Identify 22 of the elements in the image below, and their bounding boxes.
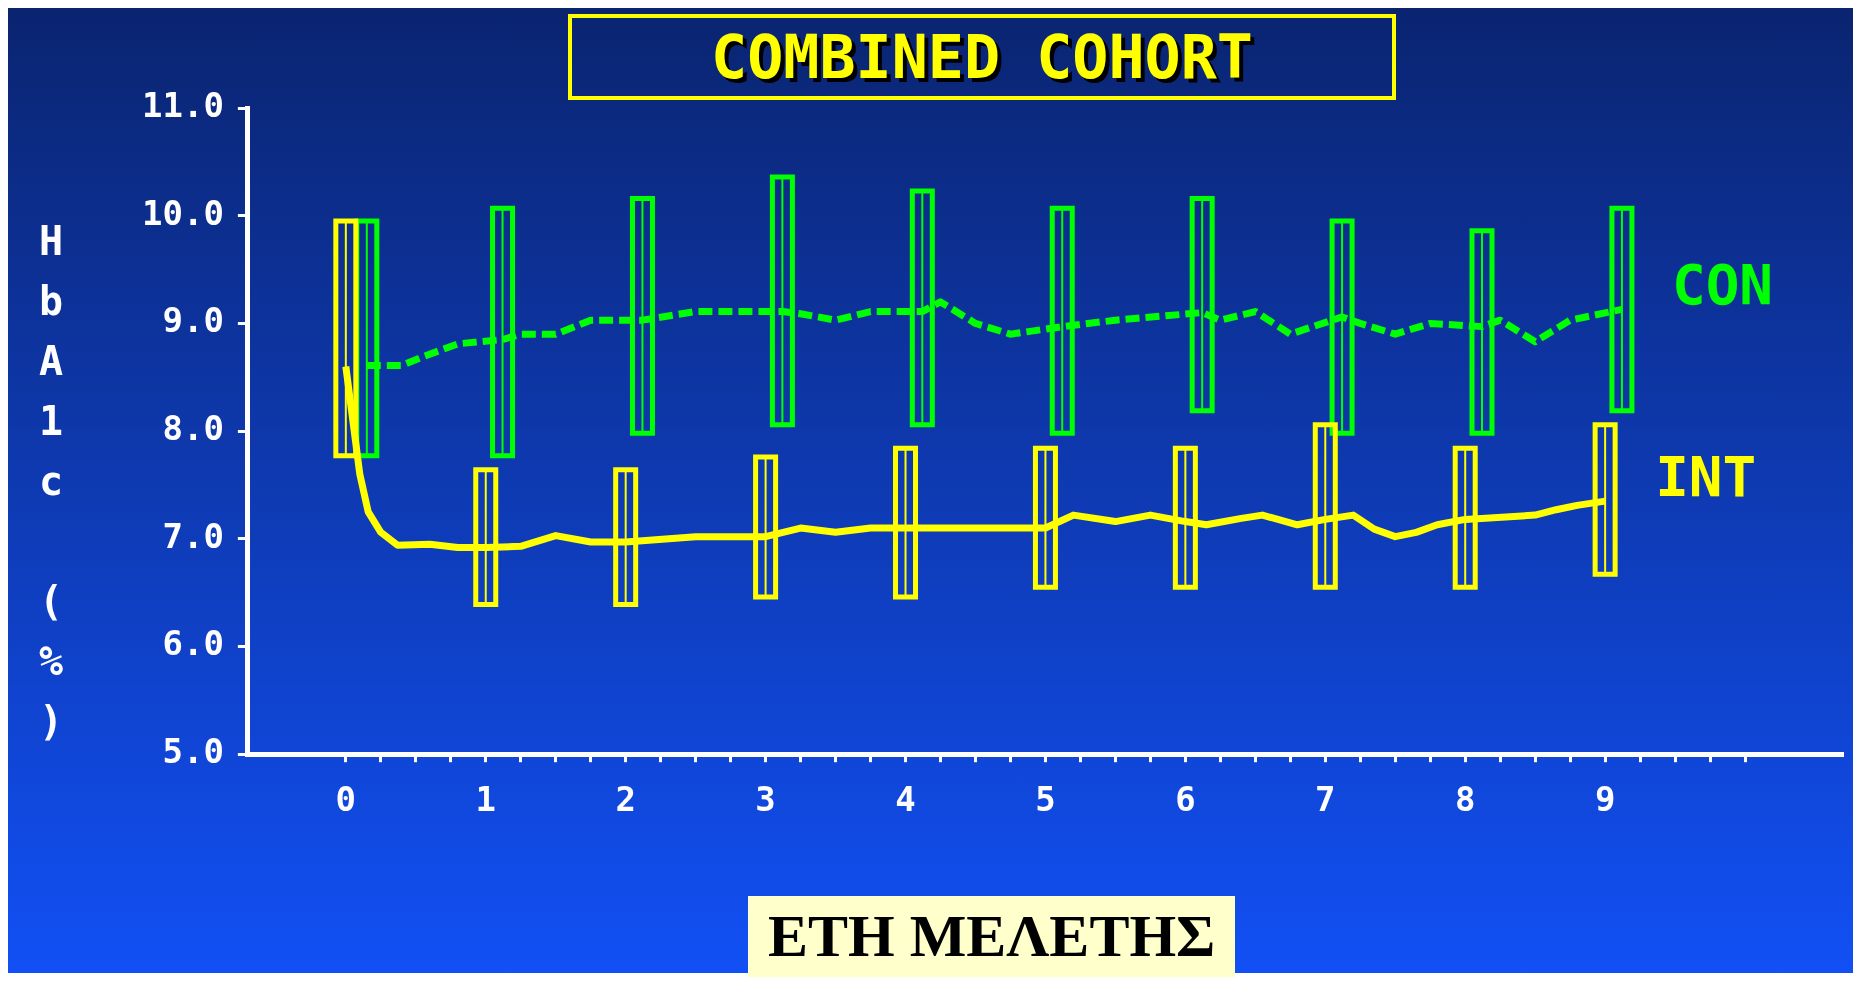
x-tick-label: 7 xyxy=(1315,779,1336,820)
y-tick-label: 9.0 xyxy=(162,300,224,341)
series-label: INT xyxy=(1655,443,1757,509)
y-tick-label: 5.0 xyxy=(162,731,224,772)
x-tick-label: 3 xyxy=(755,779,776,820)
chart-title: COMBINED COHORT xyxy=(568,14,1396,100)
x-axis-title: ΕΤΗ ΜΕΛΕΤΗΣ xyxy=(748,896,1236,977)
x-tick-label: 4 xyxy=(895,779,916,820)
y-axis-title: HbA1c (%) xyxy=(28,218,74,758)
x-tick-label: 6 xyxy=(1175,779,1196,820)
x-tick-label: 9 xyxy=(1594,779,1616,820)
x-tick-label: 1 xyxy=(475,779,496,820)
x-tick-label: 0 xyxy=(335,779,357,820)
y-tick-label: 11.0 xyxy=(141,84,224,125)
x-tick-label: 2 xyxy=(615,779,636,820)
x-tick-label: 8 xyxy=(1454,779,1476,820)
y-tick-label: 8.0 xyxy=(162,407,224,448)
y-tick-label: 10.0 xyxy=(141,192,224,233)
x-tick-label: 5 xyxy=(1035,779,1056,820)
y-tick-label: 6.0 xyxy=(162,623,224,664)
series-label: CON xyxy=(1671,251,1774,317)
y-tick-label: 7.0 xyxy=(162,515,224,556)
